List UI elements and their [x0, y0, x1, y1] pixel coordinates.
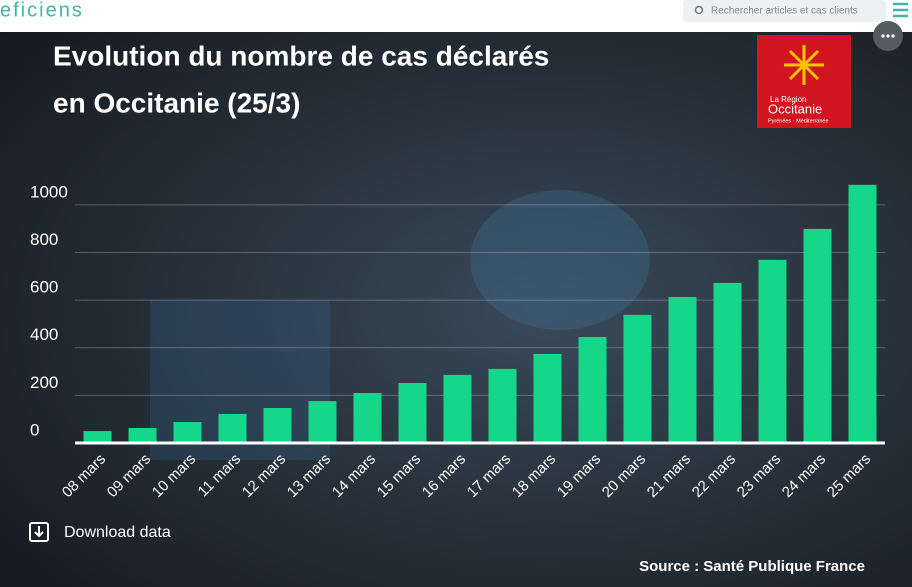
search-box[interactable]: [683, 0, 886, 22]
y-tick-label: 600: [30, 278, 58, 297]
download-arrow: [34, 526, 44, 538]
bar: [488, 368, 517, 443]
bar: [398, 382, 427, 443]
bar: [848, 184, 877, 443]
bar: [353, 392, 382, 443]
badge-text: La Région: [770, 95, 806, 104]
bar: [713, 282, 742, 443]
more-dots: [881, 34, 895, 38]
badge-text: Occitanie: [768, 101, 822, 116]
bar: [263, 407, 292, 443]
bar: [668, 296, 697, 443]
bar: [803, 228, 832, 443]
badge-text: Pyrénées · Méditerranée: [768, 118, 829, 124]
chart-title: en Occitanie (25/3): [53, 87, 300, 118]
bar: [533, 353, 562, 443]
search-icon: [694, 5, 704, 15]
bar: [443, 374, 472, 443]
bar: [308, 401, 337, 443]
download-icon[interactable]: [29, 522, 49, 542]
bar: [83, 431, 112, 443]
site-logo[interactable]: eficiens: [0, 0, 84, 21]
bar: [578, 337, 607, 443]
bar: [218, 413, 247, 443]
menu-icon[interactable]: [893, 2, 908, 18]
bar: [623, 314, 652, 443]
source: Source : Santé Publique France: [639, 558, 865, 575]
y-tick-label: 400: [30, 325, 58, 344]
blur-shape: [470, 190, 650, 330]
search-placeholder: Rechercher articles et cas clients: [711, 6, 858, 17]
bar: [128, 427, 157, 443]
y-tick-label: 0: [30, 420, 39, 439]
y-tick-label: 1000: [30, 182, 68, 201]
chart-title: Evolution du nombre de cas déclarés: [53, 40, 549, 71]
bar: [173, 422, 202, 443]
bar: [758, 259, 787, 443]
download-link[interactable]: Download data: [64, 524, 171, 541]
badge-cross: [784, 45, 824, 85]
y-tick-label: 800: [30, 230, 58, 249]
y-tick-label: 200: [30, 373, 58, 392]
